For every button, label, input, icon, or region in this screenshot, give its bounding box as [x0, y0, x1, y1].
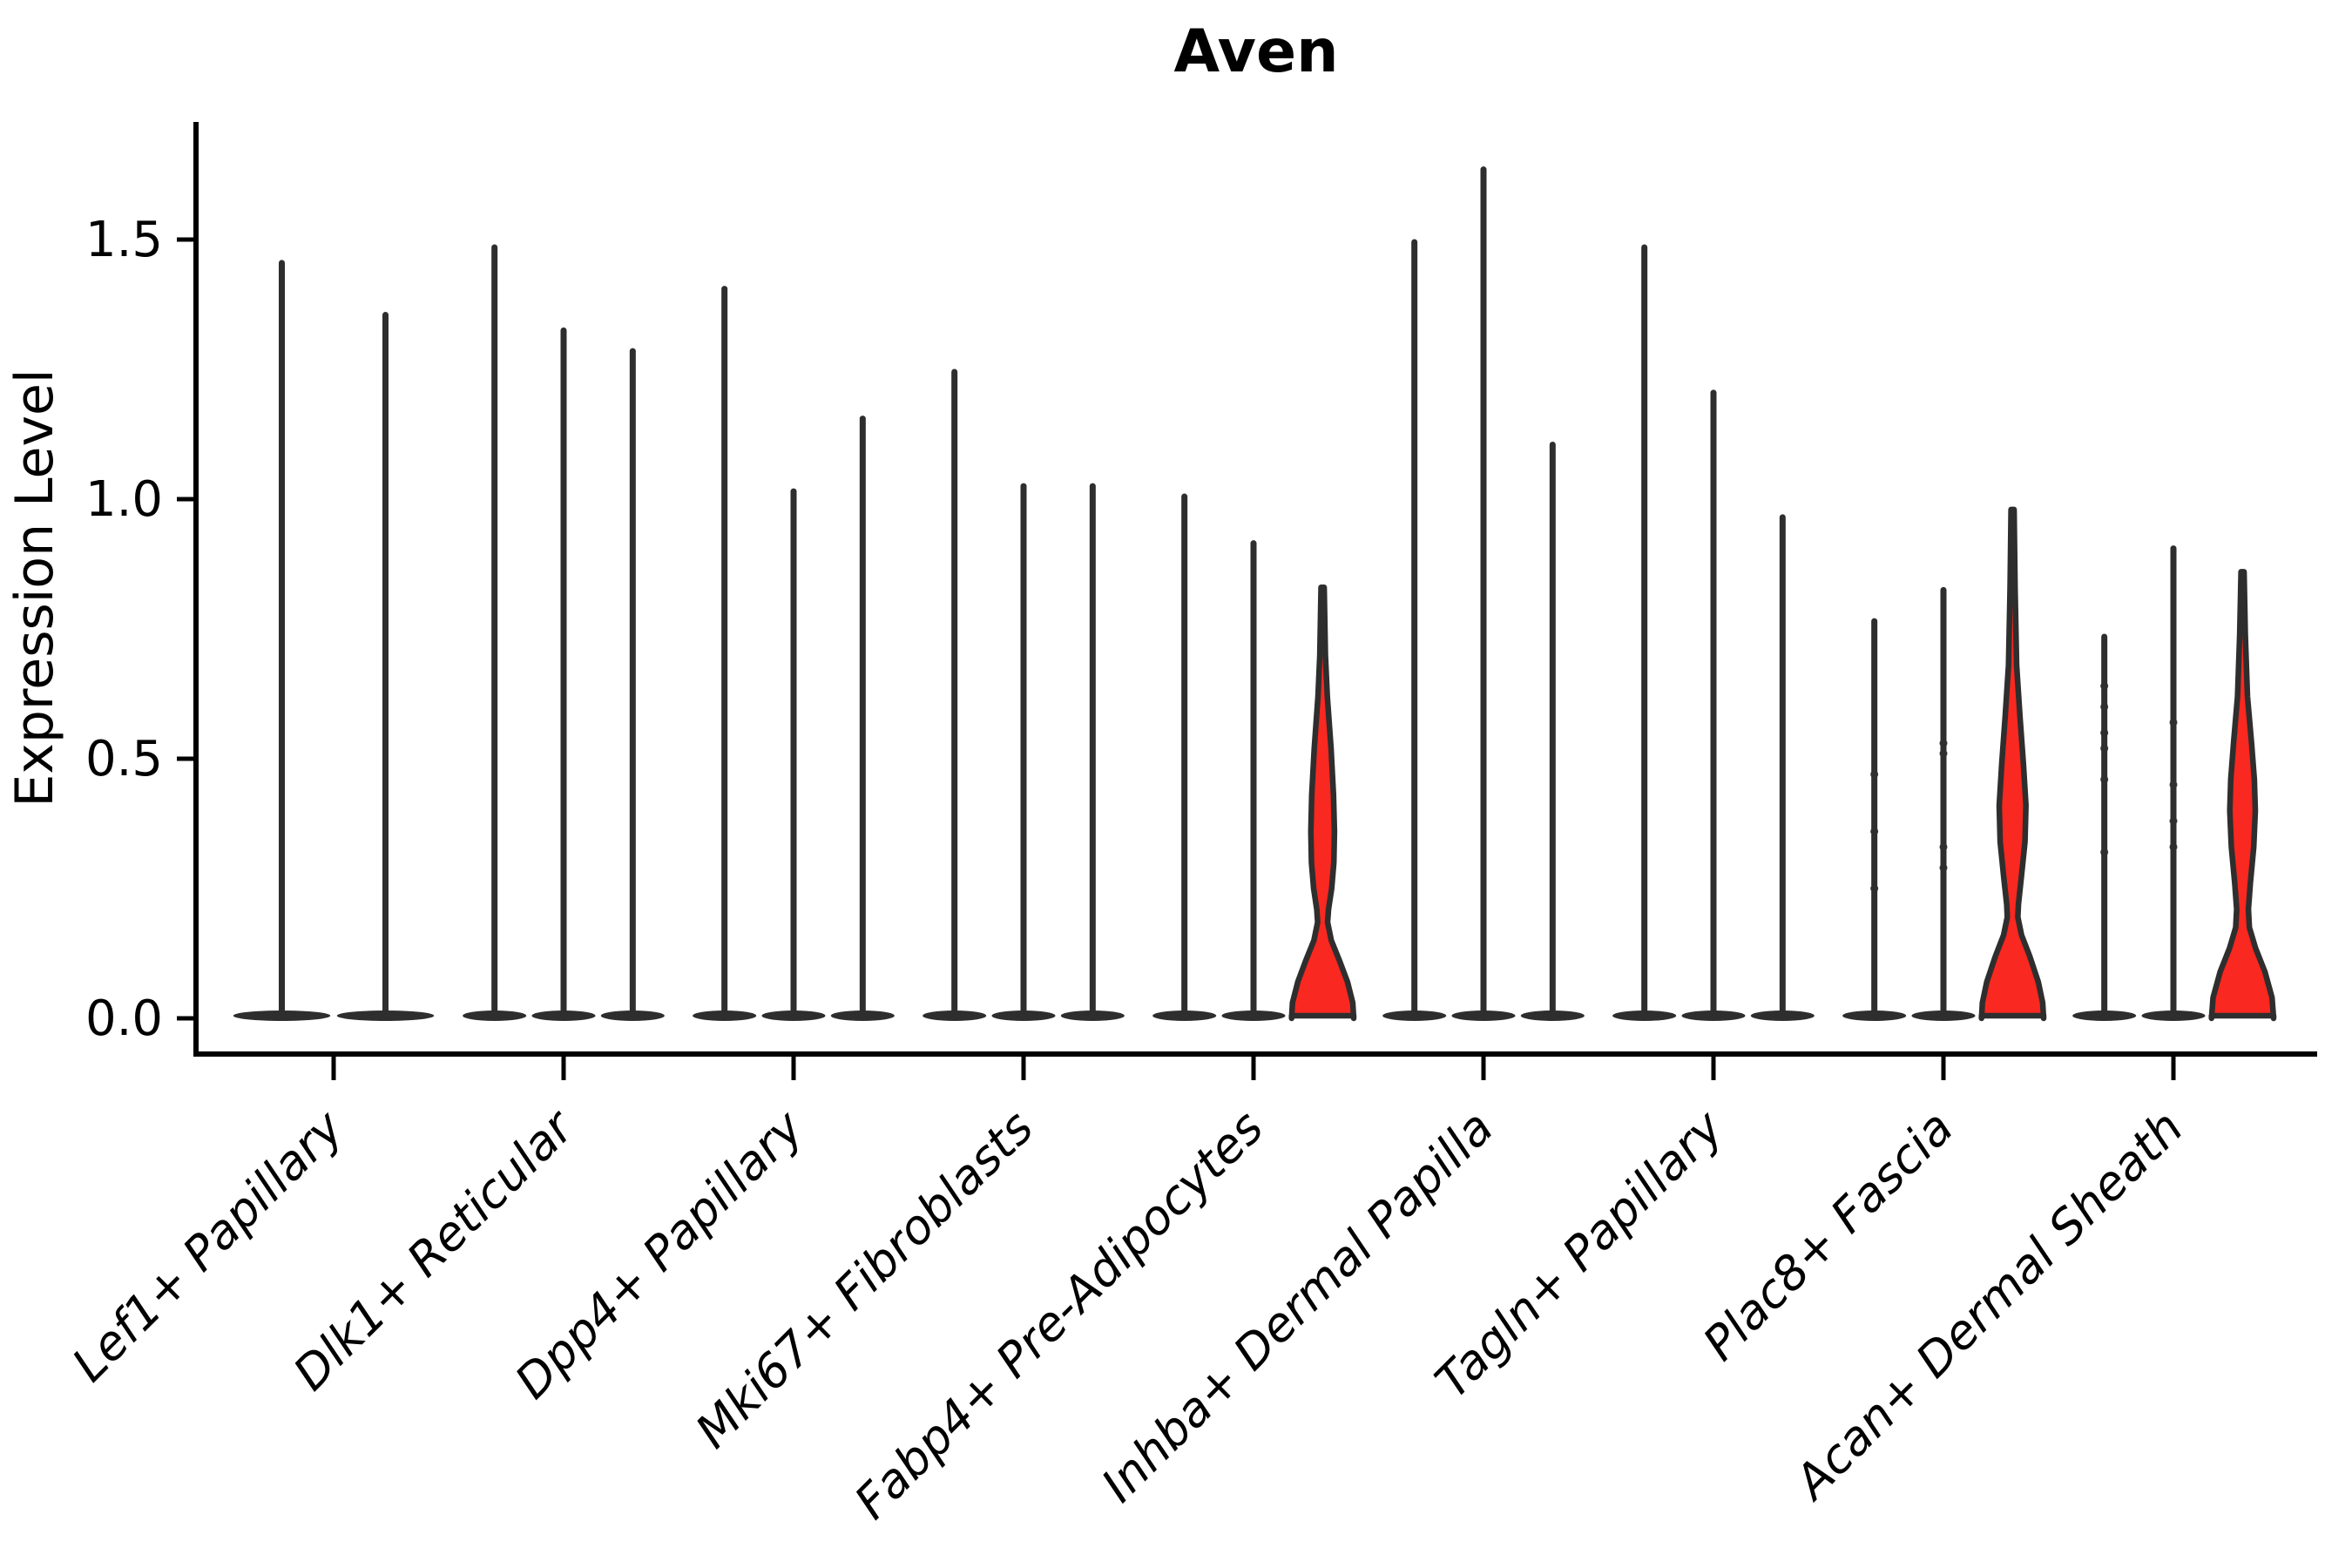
violin-base [463, 1010, 527, 1021]
data-point [1870, 827, 1879, 835]
violin [1221, 540, 1286, 1021]
violin-layer [233, 166, 2277, 1022]
violin-base [693, 1010, 757, 1021]
y-tick-label: 0.5 [85, 731, 163, 787]
y-tick-label: 1.0 [85, 471, 163, 528]
violin-base [1842, 1010, 1907, 1021]
violin-base [1152, 1010, 1217, 1021]
highlighted-violin-body [2208, 569, 2277, 1022]
data-point [1939, 739, 1948, 747]
violin-base [830, 1010, 895, 1021]
y-tick-label: 0.0 [85, 990, 163, 1047]
x-tick-label: Inhba+ Dermal Papilla [1091, 1100, 1504, 1513]
violin [531, 327, 596, 1021]
violin-base [1382, 1010, 1447, 1021]
data-point [2100, 682, 2109, 691]
violin [991, 483, 1056, 1021]
violin-base [1221, 1010, 1286, 1021]
violin-base [761, 1010, 826, 1021]
violin [1288, 585, 1357, 1022]
violin [1842, 618, 1907, 1021]
violin-base [1060, 1010, 1125, 1021]
violin-base [1681, 1010, 1746, 1021]
data-point [1939, 842, 1948, 851]
violin [1060, 483, 1125, 1021]
data-point [2100, 775, 2109, 784]
violin-base [1520, 1010, 1585, 1021]
x-tick-label: Fabp4+ Pre-Adipocytes [844, 1100, 1274, 1530]
violin [1978, 506, 2047, 1022]
data-point [1870, 770, 1879, 779]
violin-base [2141, 1010, 2206, 1021]
violin [1612, 244, 1677, 1021]
data-point [2100, 728, 2109, 737]
violin [1911, 586, 1976, 1021]
violin-base [1451, 1010, 1516, 1021]
highlighted-violin-body [1978, 506, 2047, 1022]
data-point [2100, 848, 2109, 856]
violin [2072, 633, 2137, 1021]
violin-base [600, 1010, 665, 1021]
violin [1520, 441, 1585, 1021]
data-point [2169, 781, 2178, 789]
violin [600, 348, 665, 1021]
violin [1382, 239, 1447, 1021]
x-tick-label: Acan+ Dermal Sheath [1782, 1100, 2193, 1511]
violin [1451, 166, 1516, 1021]
violin [1681, 389, 1746, 1021]
violin [463, 244, 527, 1021]
violin [336, 311, 435, 1021]
violin [761, 488, 826, 1021]
violin [2141, 545, 2206, 1021]
violin [1152, 493, 1217, 1021]
violin [1750, 514, 1815, 1021]
violin-base [991, 1010, 1056, 1021]
violin-base [1612, 1010, 1677, 1021]
violin-base [923, 1010, 987, 1021]
violin-base [2072, 1010, 2137, 1021]
data-point [1939, 863, 1948, 872]
x-tick-label: Plac8+ Fascia [1693, 1100, 1963, 1371]
data-point [1939, 749, 1948, 758]
violin-base [336, 1010, 435, 1021]
violin [2208, 569, 2277, 1022]
violin [233, 260, 331, 1021]
data-point [2100, 702, 2109, 711]
y-tick-label: 1.5 [85, 212, 163, 268]
chart-title: Aven [1173, 17, 1338, 86]
violin [923, 368, 987, 1021]
violin-base [1911, 1010, 1976, 1021]
data-point [2169, 817, 2178, 826]
violin-base [1750, 1010, 1815, 1021]
violin-base [233, 1010, 331, 1021]
data-point [2169, 718, 2178, 727]
violin [693, 286, 757, 1021]
highlighted-violin-body [1288, 585, 1357, 1022]
data-point [2169, 842, 2178, 851]
violin [830, 416, 895, 1021]
y-axis-label: Expression Level [4, 368, 65, 807]
data-point [2100, 744, 2109, 753]
data-point [1870, 884, 1879, 893]
violin-base [531, 1010, 596, 1021]
